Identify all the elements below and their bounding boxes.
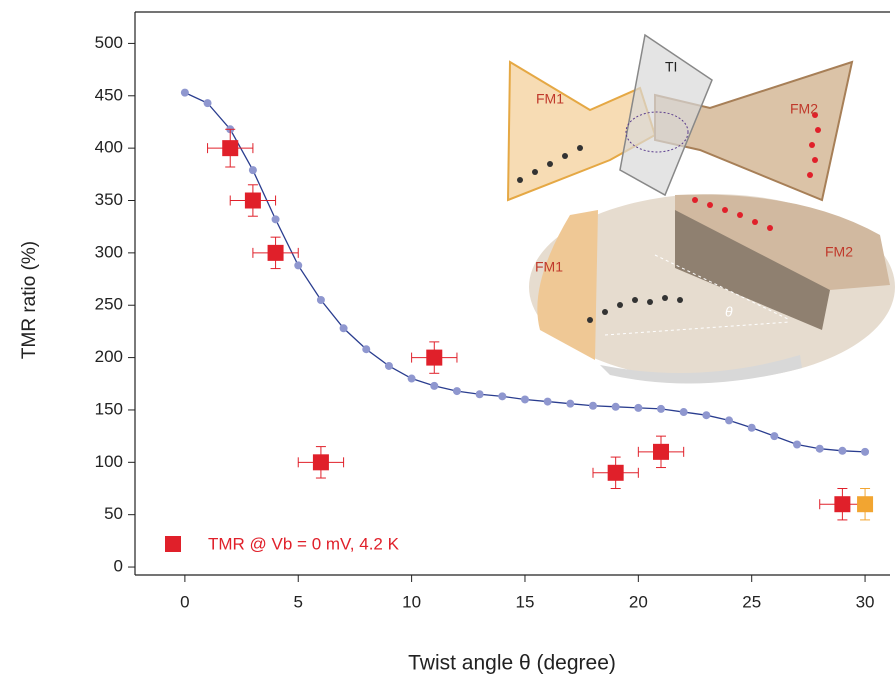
molecule — [517, 145, 683, 323]
point — [747, 423, 756, 432]
x-axis-title: Twist angle θ (degree) — [408, 652, 616, 675]
point — [543, 397, 552, 406]
y-tick-label: 150 — [95, 399, 123, 418]
point — [857, 496, 874, 513]
point — [725, 416, 734, 425]
point — [430, 381, 439, 390]
angle-line — [654, 254, 791, 321]
point — [611, 402, 620, 411]
point — [271, 215, 280, 224]
annotation: θ — [725, 304, 733, 320]
point — [834, 496, 851, 513]
point — [384, 361, 393, 370]
y-tick-label: 250 — [95, 295, 123, 314]
point — [267, 244, 284, 261]
y-tick-label: 300 — [95, 242, 123, 261]
point — [520, 395, 529, 404]
y-tick-label: 100 — [95, 452, 123, 471]
point — [679, 408, 688, 417]
point — [793, 440, 802, 449]
annotation: FM2 — [825, 244, 853, 260]
focus-ring — [625, 111, 689, 153]
y-tick-label: 50 — [104, 504, 123, 523]
annotation: FM2 — [790, 101, 818, 117]
annotation: TI — [665, 59, 677, 75]
point — [498, 392, 507, 401]
point — [312, 454, 329, 471]
point — [222, 140, 239, 157]
legend-marker — [165, 536, 181, 552]
point — [475, 390, 484, 399]
x-tick-label: 30 — [856, 592, 875, 611]
point — [657, 404, 666, 413]
point — [861, 447, 870, 456]
annotation: FM1 — [535, 259, 563, 275]
x-tick-label: 0 — [180, 592, 189, 611]
point — [248, 166, 257, 175]
inset-diagram: FM1 TI FM2 FM1 FM2 θ — [506, 33, 895, 384]
point — [407, 374, 416, 383]
point — [203, 99, 212, 108]
point — [838, 446, 847, 455]
point — [362, 345, 371, 354]
point — [339, 324, 348, 333]
x-tick-label: 20 — [629, 592, 648, 611]
y-tick-label: 400 — [95, 138, 123, 157]
legend-label: TMR @ Vb = 0 mV, 4.2 K — [208, 534, 400, 553]
y-tick-label: 0 — [114, 557, 123, 576]
y-tick-label: 350 — [95, 190, 123, 209]
point — [588, 401, 597, 410]
fm2-zoom-edge — [675, 210, 830, 330]
point — [452, 387, 461, 396]
ti-zoom — [600, 355, 802, 384]
point — [770, 432, 779, 441]
y-tick-label: 200 — [95, 347, 123, 366]
y-axis-title: TMR ratio (%) — [19, 241, 40, 359]
point — [607, 464, 624, 481]
fm1-zoom — [537, 210, 598, 360]
point — [702, 411, 711, 420]
angle-line — [604, 321, 791, 336]
point — [634, 403, 643, 412]
point — [180, 88, 189, 97]
x-tick-label: 15 — [516, 592, 535, 611]
point — [244, 192, 261, 209]
point — [426, 349, 443, 366]
x-tick-label: 5 — [294, 592, 303, 611]
y-tick-label: 500 — [95, 33, 123, 52]
point — [566, 399, 575, 408]
point — [316, 295, 325, 304]
annotation: FM1 — [536, 91, 564, 107]
molecule — [692, 112, 821, 231]
x-tick-label: 25 — [742, 592, 761, 611]
y-tick-label: 450 — [95, 85, 123, 104]
x-tick-label: 10 — [402, 592, 421, 611]
point — [294, 261, 303, 270]
point — [815, 444, 824, 453]
point — [653, 443, 670, 460]
